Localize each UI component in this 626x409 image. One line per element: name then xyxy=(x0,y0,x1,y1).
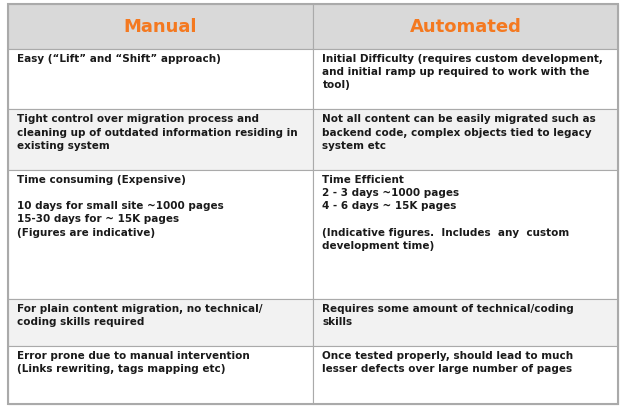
Bar xyxy=(8,346,313,404)
Bar xyxy=(8,110,313,171)
Text: Manual: Manual xyxy=(123,18,197,36)
Text: Once tested properly, should lead to much
lesser defects over large number of pa: Once tested properly, should lead to muc… xyxy=(322,351,573,373)
Bar xyxy=(8,49,313,110)
Bar xyxy=(313,346,618,404)
Text: Time consuming (Expensive)

10 days for small site ~1000 pages
15-30 days for ~ : Time consuming (Expensive) 10 days for s… xyxy=(17,175,223,237)
Text: Time Efficient
2 - 3 days ~1000 pages
4 - 6 days ~ 15K pages

(Indicative figure: Time Efficient 2 - 3 days ~1000 pages 4 … xyxy=(322,175,570,250)
Text: Not all content can be easily migrated such as
backend code, complex objects tie: Not all content can be easily migrated s… xyxy=(322,114,596,151)
Bar xyxy=(313,299,618,346)
Text: Requires some amount of technical/coding
skills: Requires some amount of technical/coding… xyxy=(322,303,574,326)
Text: Easy (“Lift” and “Shift” approach): Easy (“Lift” and “Shift” approach) xyxy=(17,54,221,64)
Bar xyxy=(313,49,618,110)
Bar xyxy=(313,5,618,49)
Text: For plain content migration, no technical/
coding skills required: For plain content migration, no technica… xyxy=(17,303,262,326)
Text: Initial Difficulty (requires custom development,
and initial ramp up required to: Initial Difficulty (requires custom deve… xyxy=(322,54,603,90)
Bar xyxy=(313,171,618,299)
Bar xyxy=(8,299,313,346)
Text: Automated: Automated xyxy=(410,18,521,36)
Bar xyxy=(313,110,618,171)
Bar xyxy=(8,5,313,49)
Bar xyxy=(8,171,313,299)
Text: Error prone due to manual intervention
(Links rewriting, tags mapping etc): Error prone due to manual intervention (… xyxy=(17,351,250,373)
Text: Tight control over migration process and
cleaning up of outdated information res: Tight control over migration process and… xyxy=(17,114,297,151)
